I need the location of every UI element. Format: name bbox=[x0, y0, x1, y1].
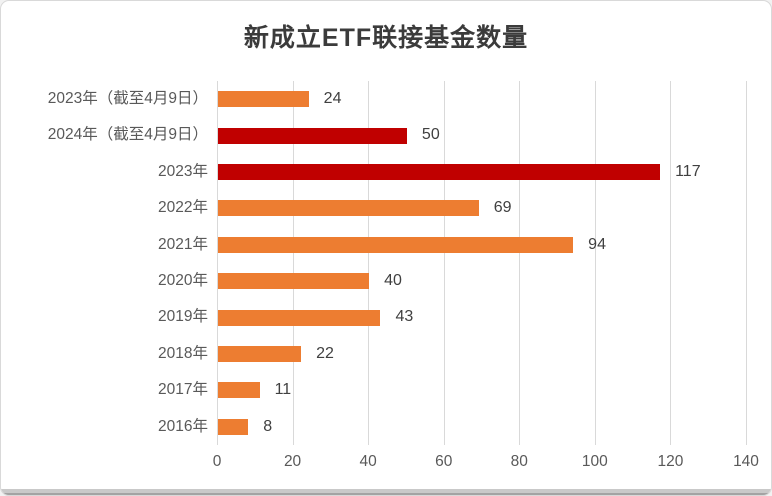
bar[interactable] bbox=[218, 236, 574, 253]
bar-value-label: 94 bbox=[588, 235, 606, 253]
gridline bbox=[292, 81, 294, 445]
category-axis-line bbox=[217, 81, 218, 445]
bar-value-label: 22 bbox=[316, 344, 334, 362]
category-label: 2020年 bbox=[158, 272, 208, 289]
x-axis-tick-label: 40 bbox=[359, 453, 377, 470]
bar-value-label: 69 bbox=[493, 199, 512, 217]
category-label: 2021年 bbox=[158, 235, 208, 253]
x-axis-tick-label: 120 bbox=[657, 453, 684, 470]
x-axis-tick-label: 140 bbox=[733, 453, 759, 470]
gridline bbox=[670, 81, 672, 445]
bar-value-label: 50 bbox=[421, 126, 440, 144]
category-label: 2019年 bbox=[158, 308, 208, 326]
category-label: 2023年（截至4月9日） bbox=[47, 90, 208, 107]
chart-title: 新成立ETF联接基金数量 bbox=[243, 24, 529, 52]
category-label: 2022年 bbox=[158, 199, 208, 217]
bar[interactable] bbox=[218, 382, 260, 399]
x-axis-tick-label: 20 bbox=[283, 453, 302, 470]
bar[interactable] bbox=[218, 91, 309, 108]
bar-value-label: 117 bbox=[675, 162, 701, 180]
x-axis-tick-label: 0 bbox=[212, 453, 222, 470]
bar[interactable] bbox=[218, 418, 249, 435]
gridline bbox=[594, 81, 596, 445]
gridline bbox=[368, 81, 370, 445]
bar-value-label: 43 bbox=[395, 308, 414, 326]
bar[interactable] bbox=[218, 309, 381, 326]
x-axis-tick-label: 100 bbox=[581, 453, 608, 470]
gridline bbox=[746, 81, 747, 445]
x-axis-tick-label: 60 bbox=[435, 453, 453, 470]
window-bottom-edge bbox=[1, 489, 771, 495]
gridline bbox=[519, 81, 521, 445]
category-label: 2018年 bbox=[158, 344, 208, 362]
category-label: 2024年（截至4月9日） bbox=[47, 126, 208, 144]
category-label: 2016年 bbox=[158, 417, 208, 435]
category-label: 2023年 bbox=[158, 162, 208, 180]
bar-value-label: 40 bbox=[384, 272, 402, 289]
category-label: 2017年 bbox=[158, 381, 208, 399]
bar-value-label: 24 bbox=[323, 90, 342, 107]
gridline bbox=[443, 81, 445, 445]
bar[interactable] bbox=[218, 200, 479, 217]
bar[interactable] bbox=[218, 164, 661, 180]
bar[interactable] bbox=[218, 273, 370, 290]
x-axis-tick-label: 80 bbox=[510, 453, 528, 470]
bar[interactable] bbox=[218, 127, 407, 144]
bar[interactable] bbox=[218, 346, 302, 362]
bar-value-label: 11 bbox=[274, 381, 292, 399]
bar-value-label: 8 bbox=[263, 417, 273, 435]
